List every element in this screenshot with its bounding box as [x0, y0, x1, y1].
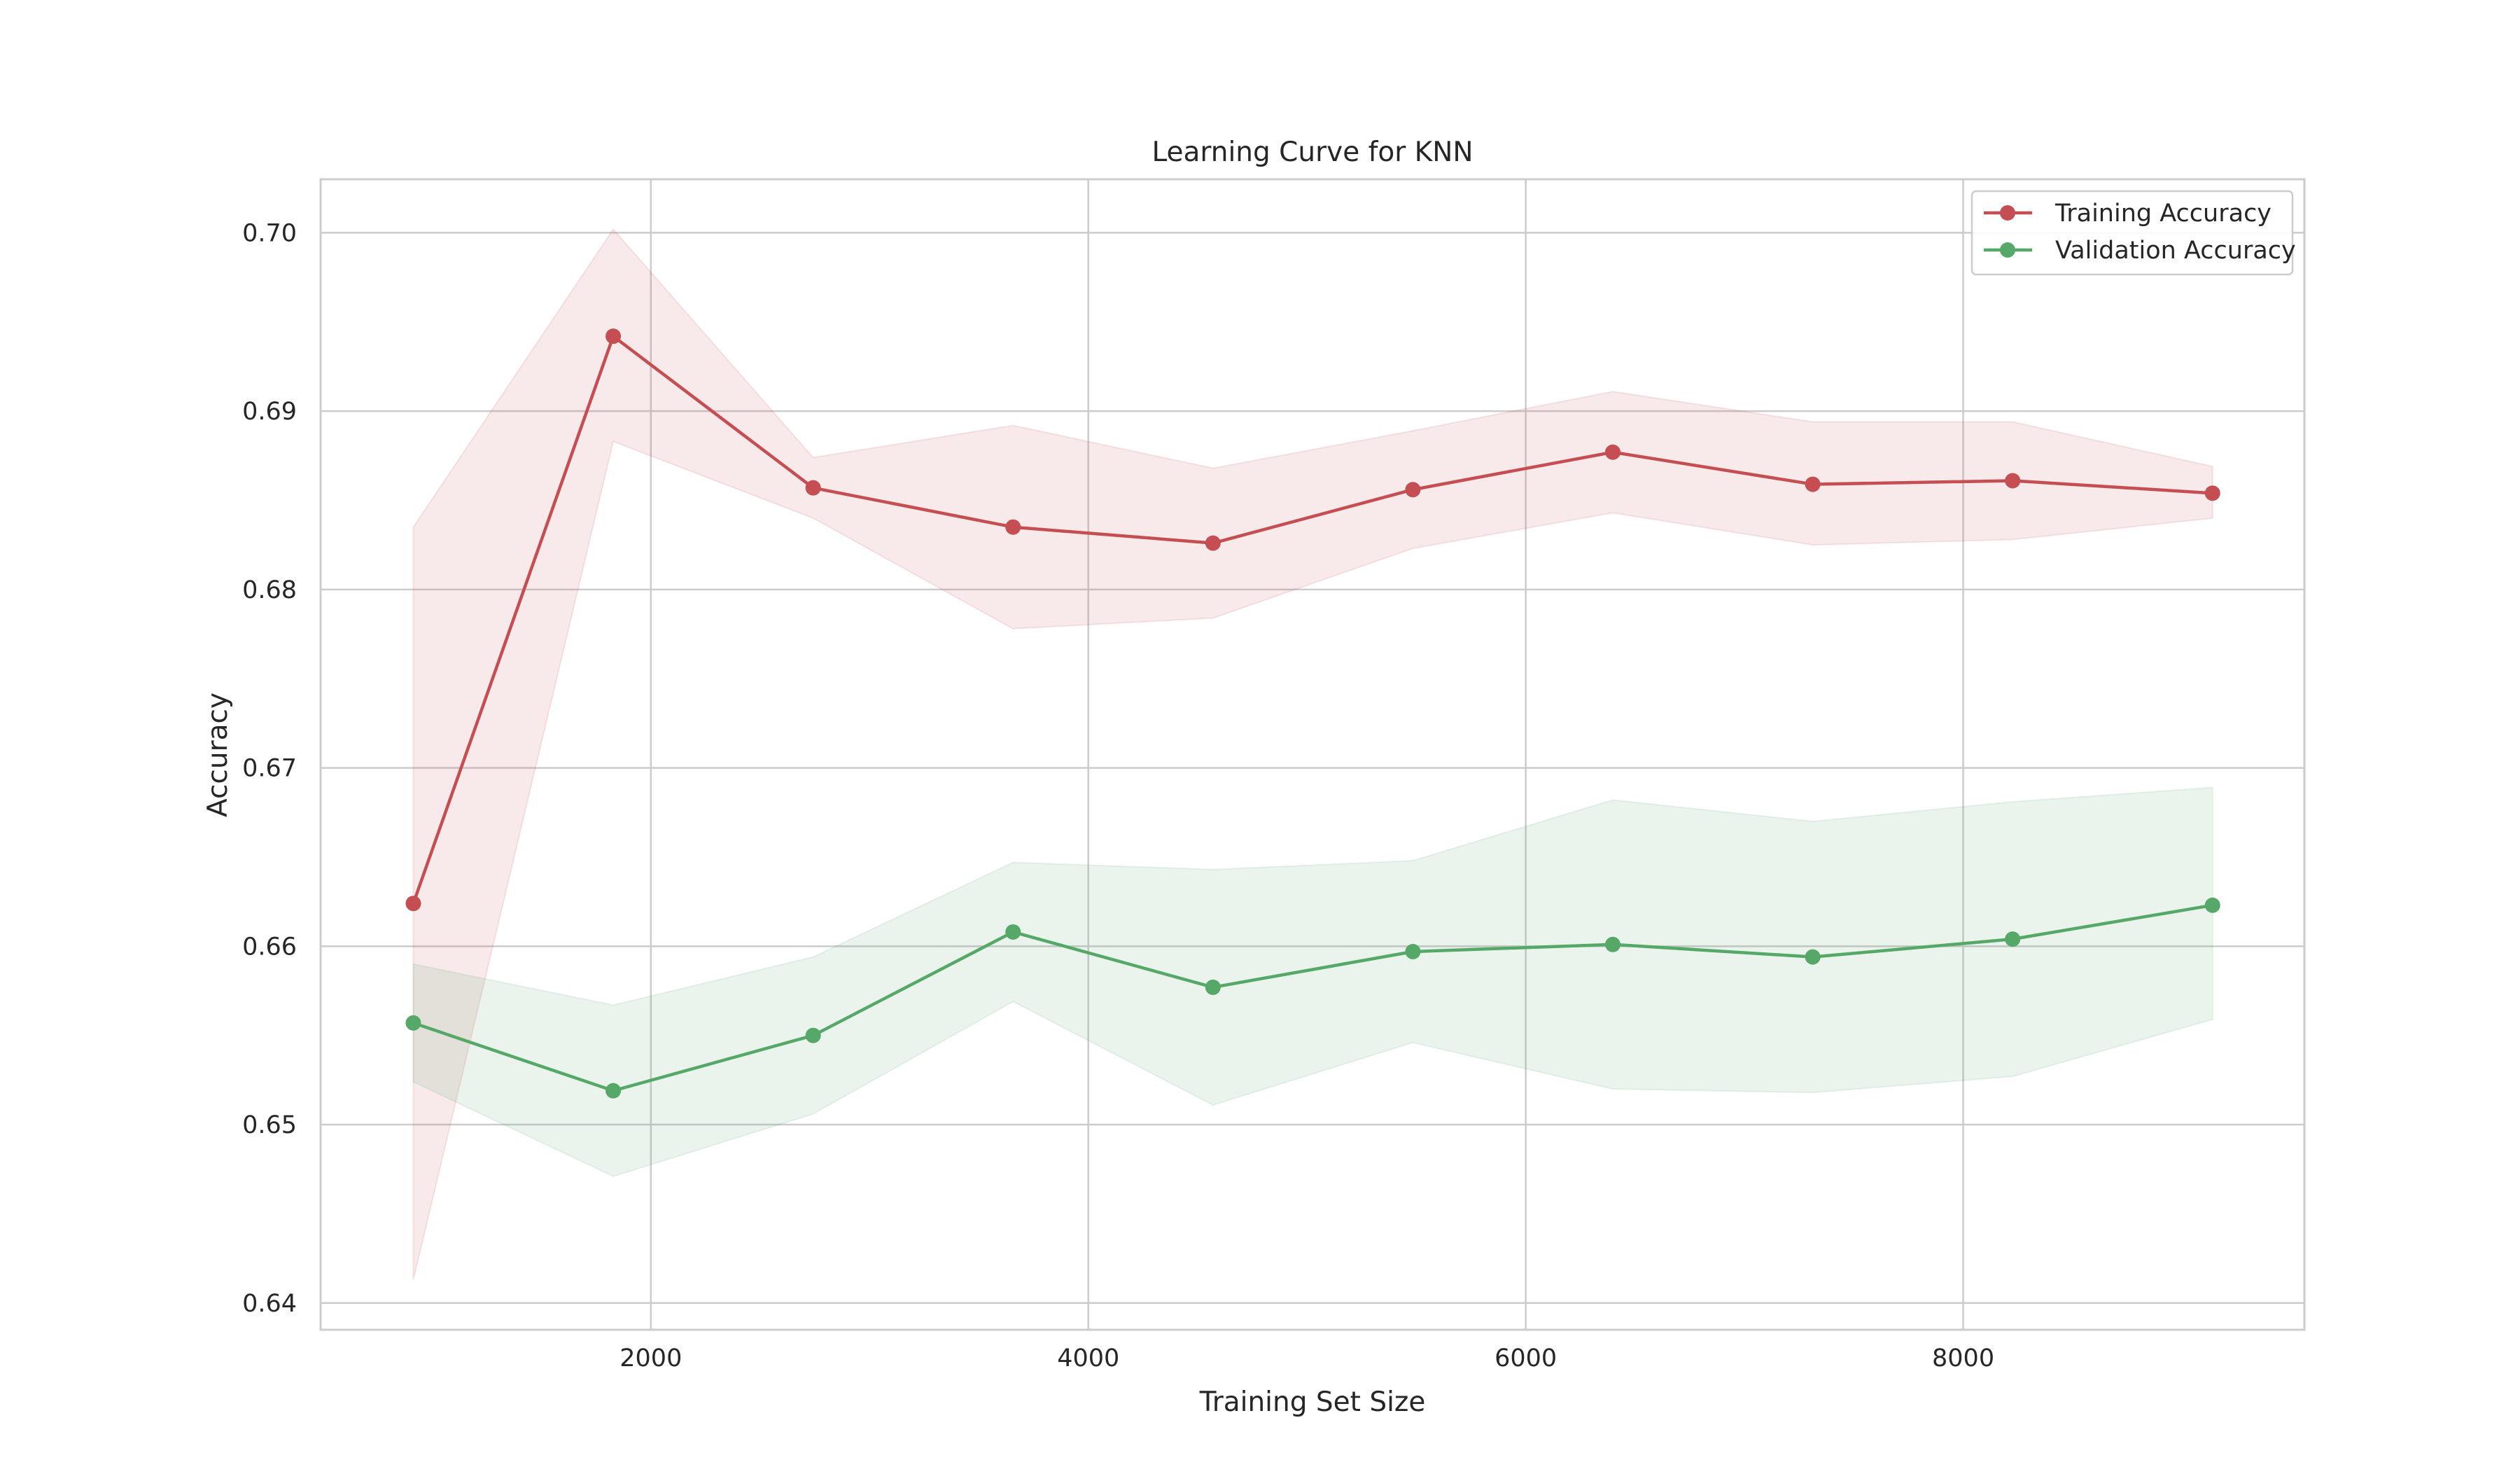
x-tick-label: 6000: [1494, 1344, 1557, 1372]
legend-box: [1970, 190, 2294, 276]
y-axis-title: Accuracy: [202, 693, 234, 817]
confidence-bands: [412, 228, 2213, 1280]
validation-accuracy-point: [1605, 936, 1621, 952]
legend: Training Accuracy Validation Accuracy: [1970, 190, 2296, 276]
validation-accuracy-point: [2204, 897, 2220, 913]
y-tick-label: 0.67: [242, 755, 297, 783]
training-accuracy-point: [1805, 476, 1821, 492]
training-accuracy-point: [805, 480, 821, 496]
y-tick-label: 0.69: [242, 398, 297, 426]
chart-title: Learning Curve for KNN: [1152, 137, 1473, 168]
y-tick-label: 0.64: [242, 1290, 297, 1318]
legend-training-accuracy-label: Training Accuracy: [2054, 200, 2272, 228]
training-accuracy-point: [2005, 473, 2021, 489]
training-accuracy-band: [412, 228, 2213, 1280]
training-accuracy-point: [1005, 519, 1021, 535]
training-accuracy-point: [1605, 444, 1621, 460]
y-tick-label: 0.65: [242, 1111, 297, 1139]
legend-validation-accuracy-label: Validation Accuracy: [2055, 237, 2296, 265]
x-tick-label: 4000: [1057, 1344, 1119, 1372]
series-lines: [412, 334, 2213, 1092]
validation-accuracy-point: [2005, 931, 2021, 947]
training-accuracy-point: [1405, 482, 1421, 498]
y-tick-label: 0.68: [242, 576, 297, 604]
plot-frame: [319, 178, 2306, 1331]
validation-accuracy-line: [412, 903, 2213, 1092]
training-accuracy-point: [606, 328, 622, 345]
validation-accuracy-point: [1205, 979, 1221, 995]
training-accuracy-point: [405, 896, 421, 912]
y-tick-label: 0.70: [242, 219, 297, 247]
validation-accuracy-point: [1005, 924, 1021, 940]
y-tick-label: 0.66: [242, 933, 297, 961]
x-tick-label: 2000: [620, 1344, 682, 1372]
validation-accuracy-point: [405, 1015, 421, 1031]
legend-training-accuracy-marker: [2000, 205, 2015, 221]
validation-accuracy-point: [1405, 943, 1421, 959]
validation-accuracy-point: [1805, 949, 1821, 965]
series-points: [405, 328, 2220, 1099]
x-tick-label: 8000: [1932, 1344, 1994, 1372]
training-accuracy-point: [2204, 485, 2220, 501]
tick-labels: 2000 4000 6000 8000 0.64 0.65 0.66 0.67 0.68 0.69…: [242, 219, 1994, 1372]
training-accuracy-point: [1205, 535, 1221, 551]
validation-accuracy-point: [805, 1027, 821, 1043]
legend-validation-accuracy-marker: [2000, 242, 2015, 258]
validation-accuracy-point: [606, 1083, 622, 1099]
validation-accuracy-band: [412, 786, 2213, 1178]
x-axis-title: Training Set Size: [1199, 1386, 1426, 1418]
training-accuracy-line: [412, 334, 2213, 904]
